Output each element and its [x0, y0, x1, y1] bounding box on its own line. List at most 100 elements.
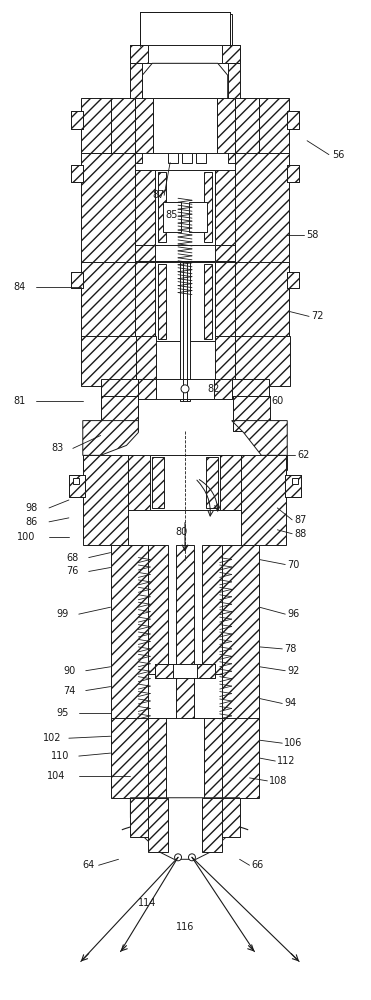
Bar: [148, 718, 222, 798]
Text: 106: 106: [284, 738, 303, 748]
Bar: [155, 170, 215, 245]
Bar: [135, 245, 234, 261]
Bar: [81, 98, 111, 153]
Bar: [101, 379, 138, 399]
Circle shape: [188, 854, 196, 861]
Bar: [137, 336, 156, 386]
Polygon shape: [142, 63, 228, 118]
Bar: [204, 718, 222, 798]
Bar: [71, 272, 83, 288]
Bar: [155, 262, 215, 341]
Bar: [71, 165, 83, 182]
Bar: [131, 63, 142, 163]
Text: 95: 95: [56, 708, 68, 718]
Bar: [101, 396, 138, 431]
Bar: [233, 396, 270, 431]
Text: 108: 108: [269, 776, 288, 786]
Bar: [234, 336, 290, 386]
Bar: [128, 455, 150, 510]
Text: 110: 110: [51, 751, 69, 761]
Bar: [215, 170, 234, 245]
Bar: [69, 475, 85, 497]
Text: 70: 70: [287, 560, 300, 570]
Bar: [131, 798, 160, 837]
Text: 83: 83: [51, 443, 63, 453]
Bar: [131, 45, 240, 63]
Bar: [222, 545, 259, 793]
Bar: [156, 379, 214, 399]
Text: 80: 80: [175, 527, 187, 537]
Bar: [206, 457, 218, 508]
Bar: [135, 98, 153, 153]
Bar: [194, 14, 232, 45]
Bar: [155, 245, 215, 261]
Bar: [202, 798, 222, 852]
Bar: [197, 664, 215, 678]
Bar: [287, 165, 299, 182]
Bar: [71, 111, 83, 129]
Text: 66: 66: [252, 860, 264, 870]
Bar: [158, 264, 166, 339]
Text: 87: 87: [152, 190, 165, 200]
Bar: [240, 455, 286, 545]
Bar: [180, 262, 190, 401]
Bar: [214, 379, 232, 399]
Bar: [222, 45, 240, 63]
Bar: [259, 98, 289, 153]
Text: 68: 68: [66, 553, 78, 563]
Bar: [188, 111, 195, 117]
Text: 100: 100: [17, 532, 36, 542]
Bar: [217, 98, 234, 153]
Text: 78: 78: [284, 644, 297, 654]
Text: 98: 98: [25, 503, 37, 513]
Bar: [234, 98, 259, 153]
Text: 82: 82: [208, 384, 220, 394]
Text: 84: 84: [13, 282, 26, 292]
Bar: [148, 718, 166, 798]
Text: 90: 90: [63, 666, 75, 676]
Text: 81: 81: [13, 396, 26, 406]
Text: 99: 99: [56, 609, 68, 619]
Bar: [198, 111, 205, 117]
Bar: [228, 63, 240, 163]
Polygon shape: [232, 421, 287, 455]
Circle shape: [181, 385, 189, 393]
Bar: [81, 336, 137, 386]
Bar: [204, 264, 212, 339]
Bar: [81, 262, 135, 341]
Bar: [69, 475, 85, 497]
Text: 58: 58: [306, 230, 318, 240]
Text: 102: 102: [43, 733, 62, 743]
Bar: [285, 475, 301, 497]
Bar: [287, 111, 299, 129]
Bar: [71, 111, 83, 129]
Bar: [148, 798, 168, 852]
Text: 56: 56: [332, 150, 344, 160]
Bar: [111, 98, 135, 153]
Text: 72: 72: [311, 311, 324, 321]
Text: 62: 62: [297, 450, 309, 460]
Text: 116: 116: [176, 922, 194, 932]
Bar: [287, 111, 299, 129]
Bar: [135, 170, 155, 245]
Bar: [287, 272, 299, 288]
Text: 92: 92: [287, 666, 300, 676]
Text: 74: 74: [63, 686, 75, 696]
Bar: [81, 153, 135, 306]
Bar: [83, 455, 128, 545]
Text: 60: 60: [271, 396, 283, 406]
Bar: [234, 262, 289, 341]
Bar: [73, 478, 79, 484]
Bar: [176, 545, 194, 798]
Text: 104: 104: [47, 771, 65, 781]
Text: 76: 76: [66, 566, 78, 576]
Bar: [71, 272, 83, 288]
Bar: [152, 457, 164, 508]
Text: 88: 88: [294, 529, 306, 539]
Polygon shape: [131, 798, 240, 859]
Bar: [155, 664, 215, 678]
Bar: [215, 336, 234, 386]
Bar: [71, 165, 83, 182]
Bar: [215, 262, 234, 341]
Bar: [148, 545, 168, 674]
